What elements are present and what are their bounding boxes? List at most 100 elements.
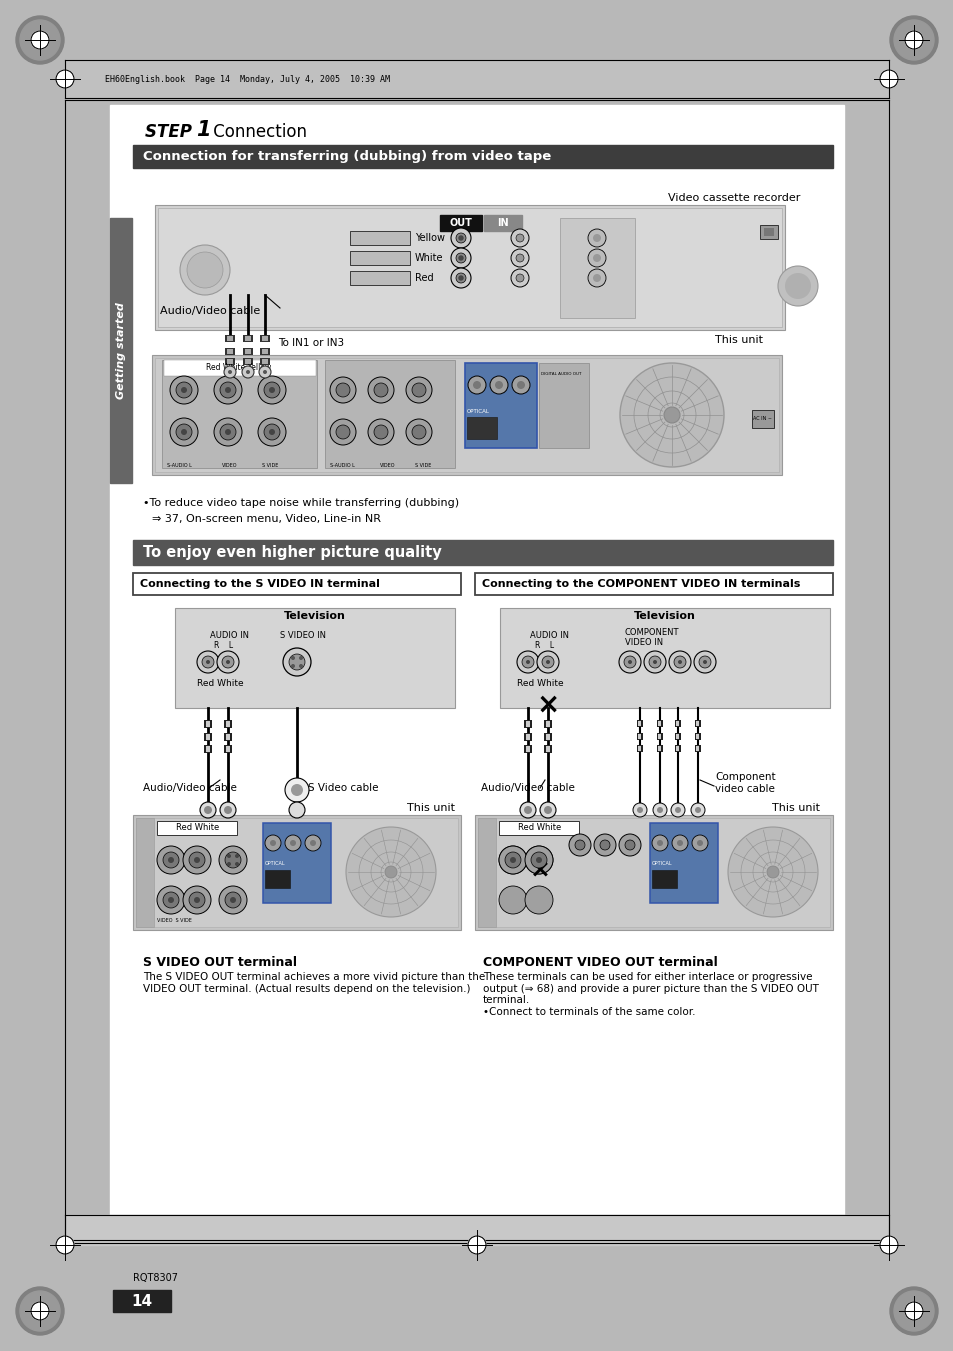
Bar	[227, 336, 233, 340]
Bar	[658, 734, 660, 739]
Circle shape	[490, 376, 507, 394]
Circle shape	[524, 846, 553, 874]
Circle shape	[204, 807, 212, 815]
Circle shape	[587, 230, 605, 247]
Bar	[638, 746, 640, 751]
Circle shape	[230, 897, 235, 902]
Circle shape	[451, 267, 471, 288]
Circle shape	[511, 269, 529, 286]
Circle shape	[670, 802, 684, 817]
Circle shape	[269, 386, 274, 393]
Bar	[245, 359, 251, 363]
Circle shape	[504, 852, 520, 867]
Bar	[696, 734, 699, 739]
Bar	[158, 208, 781, 327]
Text: RQT8307: RQT8307	[132, 1273, 178, 1283]
Text: The S VIDEO OUT terminal achieves a more vivid picture than the
VIDEO OUT termin: The S VIDEO OUT terminal achieves a more…	[143, 971, 485, 993]
Text: Getting started: Getting started	[116, 303, 126, 400]
Circle shape	[671, 835, 687, 851]
Circle shape	[285, 778, 309, 802]
Text: VIDEO: VIDEO	[379, 463, 395, 467]
Text: Connection for transferring (dubbing) from video tape: Connection for transferring (dubbing) fr…	[143, 150, 551, 163]
Bar	[174, 608, 455, 708]
Circle shape	[766, 866, 779, 878]
Circle shape	[170, 376, 198, 404]
Circle shape	[330, 419, 355, 444]
Circle shape	[225, 892, 241, 908]
Bar	[263, 823, 331, 902]
Circle shape	[189, 852, 205, 867]
Text: Audio/Video cable: Audio/Video cable	[143, 784, 236, 793]
Bar	[498, 821, 578, 835]
Text: Audio/Video cable: Audio/Video cable	[480, 784, 575, 793]
Text: IN: IN	[497, 218, 508, 228]
Circle shape	[16, 1288, 64, 1335]
Circle shape	[335, 426, 350, 439]
Circle shape	[516, 274, 523, 282]
Bar	[0, 1215, 953, 1351]
Text: Audio/Video cable: Audio/Video cable	[160, 305, 260, 316]
Bar	[545, 721, 550, 727]
Circle shape	[451, 228, 471, 249]
Circle shape	[374, 426, 388, 439]
Circle shape	[219, 846, 247, 874]
Bar	[136, 817, 153, 927]
Text: COMPONENT VIDEO OUT terminal: COMPONENT VIDEO OUT terminal	[482, 957, 717, 969]
Circle shape	[270, 840, 275, 846]
Bar	[543, 734, 552, 740]
Circle shape	[675, 807, 680, 813]
Circle shape	[637, 807, 642, 813]
Circle shape	[651, 835, 667, 851]
Bar	[525, 746, 530, 753]
Bar	[763, 228, 773, 236]
Circle shape	[498, 846, 526, 874]
Bar	[154, 205, 784, 330]
Text: S-AUDIO L: S-AUDIO L	[167, 463, 192, 467]
Bar	[260, 358, 270, 365]
Circle shape	[200, 802, 215, 817]
Circle shape	[524, 886, 553, 915]
Bar	[439, 215, 481, 231]
Bar	[243, 349, 253, 355]
Bar	[225, 358, 234, 365]
Text: OPTICAL: OPTICAL	[467, 409, 489, 413]
Circle shape	[20, 20, 60, 59]
Circle shape	[889, 16, 937, 63]
Circle shape	[220, 424, 235, 440]
Circle shape	[183, 886, 211, 915]
Bar	[245, 349, 251, 354]
Circle shape	[226, 661, 230, 663]
Circle shape	[175, 382, 192, 399]
Bar	[658, 746, 660, 751]
Circle shape	[648, 657, 660, 667]
Text: Connecting to the S VIDEO IN terminal: Connecting to the S VIDEO IN terminal	[140, 580, 379, 589]
Bar	[675, 744, 680, 753]
Circle shape	[242, 366, 253, 378]
Circle shape	[224, 366, 235, 378]
Circle shape	[330, 377, 355, 403]
Text: AUDIO IN: AUDIO IN	[210, 631, 249, 640]
Text: Red White Yellow: Red White Yellow	[206, 363, 272, 373]
Circle shape	[624, 840, 635, 850]
Circle shape	[456, 232, 465, 243]
Circle shape	[536, 857, 541, 863]
Circle shape	[594, 834, 616, 857]
Circle shape	[368, 419, 394, 444]
Bar	[260, 349, 270, 355]
Bar	[227, 359, 233, 363]
Circle shape	[652, 661, 657, 663]
Circle shape	[458, 236, 462, 240]
Bar	[262, 359, 268, 363]
Circle shape	[517, 651, 538, 673]
Circle shape	[181, 386, 187, 393]
Bar	[350, 272, 410, 285]
Text: 14: 14	[132, 1293, 152, 1309]
Circle shape	[510, 857, 516, 863]
Circle shape	[904, 31, 923, 49]
Circle shape	[619, 363, 723, 467]
Circle shape	[511, 249, 529, 267]
Text: S VIDEO IN: S VIDEO IN	[280, 631, 326, 640]
Circle shape	[690, 802, 704, 817]
Circle shape	[678, 661, 681, 663]
Text: White: White	[415, 253, 443, 263]
